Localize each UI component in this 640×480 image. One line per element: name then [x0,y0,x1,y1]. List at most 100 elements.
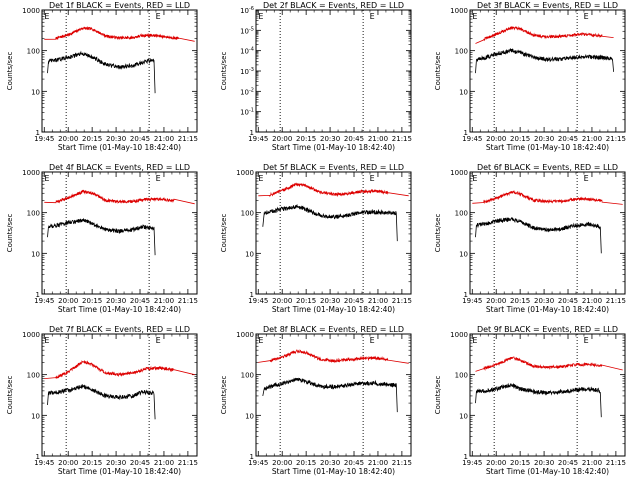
y-tick-label: 100 [241,210,254,218]
y-tick-label: 100 [27,372,40,380]
x-axis-label: Start Time (01-May-10 18:42:40) [486,143,609,152]
x-axis-label: Start Time (01-May-10 18:42:40) [272,467,395,476]
y-tick-label: 10-5 [240,26,254,35]
y-axis-label: Counts/sec [6,376,14,415]
x-tick-label: 21:00 [582,135,602,143]
plot-frame [469,333,626,457]
y-tick-label: 1000 [22,331,40,339]
panel-title: Det 2f BLACK = Events, RED = LLD [263,1,404,10]
y-tick-label: 1 [250,453,254,461]
y-tick-label: 1000 [236,169,254,177]
x-tick-label: 20:00 [58,135,78,143]
x-axis-label: Start Time (01-May-10 18:42:40) [486,305,609,314]
x-tick-label: 20:15 [296,459,316,467]
e-marker-label: E [156,336,161,345]
x-tick-label: 20:45 [344,459,364,467]
y-tick-label: 100 [455,372,468,380]
x-tick-label: 20:45 [130,459,150,467]
x-tick-label: 20:45 [558,135,578,143]
y-axis-label: Counts/sec [434,376,442,415]
panel-title: Det 7f BLACK = Events, RED = LLD [49,325,190,334]
x-tick-label: 21:15 [606,135,626,143]
detector-panel: Det 3f BLACK = Events, RED = LLD 1 10 100 10… [434,1,626,152]
e-marker-label: E [472,174,477,183]
x-tick-label: 19:45 [248,297,268,305]
e-marker-label: E [258,174,263,183]
y-axis-label: Counts/sec [6,52,14,91]
y-tick-label: 1 [464,129,468,137]
detector-panel: Det 2f BLACK = Events, RED = LLD 1 10-1 10-… [220,1,412,152]
x-tick-label: 21:00 [154,459,174,467]
e-marker-label: E [370,174,375,183]
e-marker-label: E [370,12,375,21]
y-tick-label: 1 [36,291,40,299]
plot-frame [41,333,198,457]
y-tick-label: 1 [464,453,468,461]
e-marker-label: E [370,336,375,345]
y-tick-label: 1000 [236,331,254,339]
x-tick-label: 20:45 [344,135,364,143]
plot-frame [255,9,412,133]
panel-title: Det 1f BLACK = Events, RED = LLD [49,1,190,10]
lld-rate-line [472,190,623,205]
detector-panel: Det 6f BLACK = Events, RED = LLD 1 10 100 10… [434,163,626,314]
x-tick-label: 21:00 [582,459,602,467]
x-tick-label: 21:15 [178,135,198,143]
lld-rate-line [44,360,195,379]
x-tick-label: 21:15 [178,459,198,467]
x-axis-label: Start Time (01-May-10 18:42:40) [272,305,395,314]
y-tick-label: 10 [459,250,468,258]
y-tick-label: 10-6 [240,6,254,15]
events-rate-line [475,217,602,254]
y-tick-label: 1 [36,129,40,137]
events-rate-line [475,47,614,74]
x-tick-label: 21:00 [368,297,388,305]
y-tick-label: 1 [464,291,468,299]
y-tick-label: 10-4 [240,47,254,56]
x-tick-label: 20:30 [106,459,126,467]
panel-title: Det 9f BLACK = Events, RED = LLD [477,325,618,334]
y-tick-label: 1000 [22,7,40,15]
x-tick-label: 20:45 [130,135,150,143]
x-tick-label: 19:45 [248,135,268,143]
x-tick-label: 20:45 [558,459,578,467]
y-axis-label: Counts/sec [220,376,228,415]
y-tick-label: 1 [250,129,254,137]
plot-frame [255,171,412,295]
y-tick-label: 100 [27,210,40,218]
y-tick-label: 1000 [22,169,40,177]
x-tick-label: 21:00 [368,135,388,143]
y-tick-label: 100 [241,372,254,380]
e-marker-label: E [258,336,263,345]
x-axis-label: Start Time (01-May-10 18:42:40) [272,143,395,152]
e-marker-label: E [584,12,589,21]
x-tick-label: 21:00 [154,135,174,143]
x-tick-label: 20:30 [534,297,554,305]
plot-frame [41,9,198,133]
x-tick-label: 19:45 [462,297,482,305]
x-axis-label: Start Time (01-May-10 18:42:40) [486,467,609,476]
events-rate-line [47,384,156,420]
x-tick-label: 19:45 [248,459,268,467]
detector-panel: Det 5f BLACK = Events, RED = LLD 1 10 100 10… [220,163,412,314]
e-marker-label: E [472,336,477,345]
plot-frame [255,333,412,457]
e-marker-label: E [44,12,49,21]
x-tick-label: 21:00 [582,297,602,305]
detector-panel: Det 7f BLACK = Events, RED = LLD 1 10 100 10… [6,325,198,476]
x-tick-label: 21:15 [606,459,626,467]
x-tick-label: 20:15 [82,459,102,467]
y-tick-label: 10-3 [240,67,254,76]
y-axis-label: Counts/sec [6,214,14,253]
x-tick-label: 19:45 [34,297,54,305]
y-tick-label: 100 [27,48,40,56]
events-rate-line [47,50,156,94]
x-tick-label: 21:00 [368,459,388,467]
e-marker-label: E [258,12,263,21]
lld-rate-line [475,25,614,44]
x-tick-label: 21:15 [392,459,412,467]
x-tick-label: 21:15 [178,297,198,305]
y-axis-label: Counts/sec [434,214,442,253]
events-rate-line [262,203,398,242]
x-tick-label: 21:15 [392,135,412,143]
